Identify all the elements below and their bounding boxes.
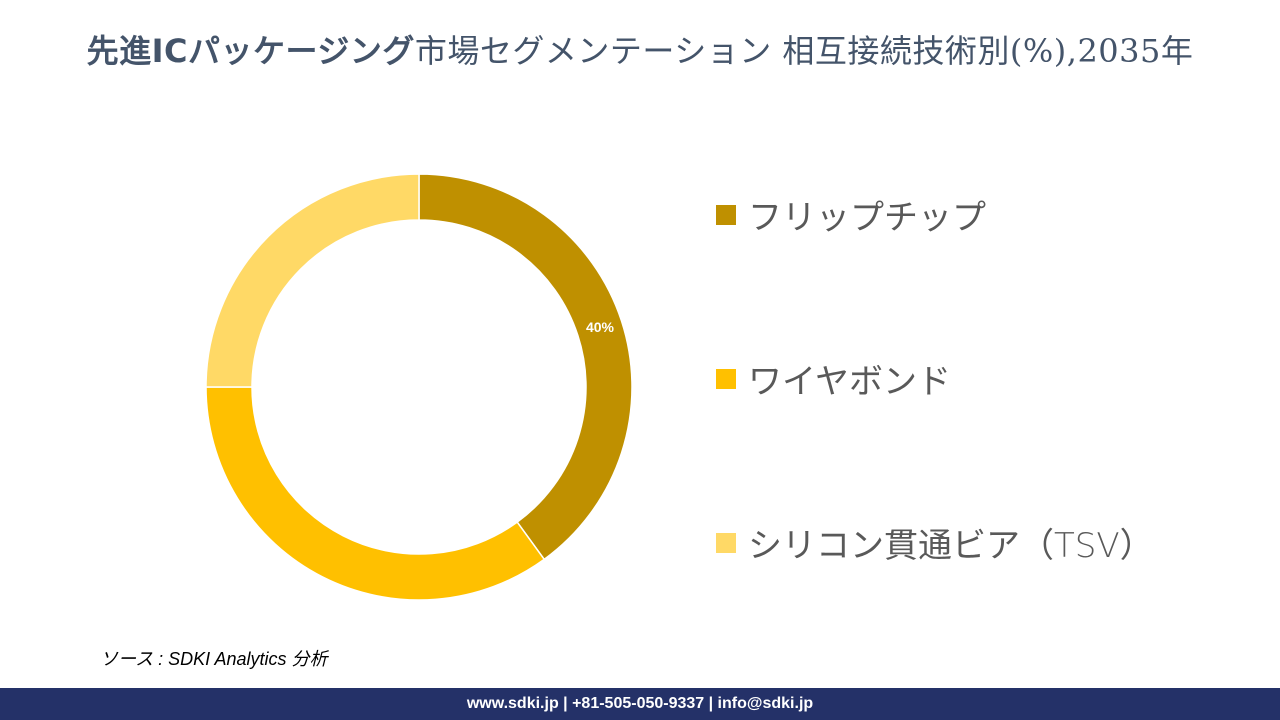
legend-item-tsv: シリコン貫通ビア（TSV） — [716, 518, 1154, 567]
legend-item-wire-bond: ワイヤボンド — [716, 354, 951, 403]
donut-segment-wire-bond — [205, 386, 546, 601]
legend-swatch-tsv — [716, 532, 736, 553]
legend-label: シリコン貫通ビア（TSV） — [748, 526, 1154, 566]
chart-title-rest: 市場セグメンテーション 相互接続技術別(%),2035年 — [414, 32, 1194, 70]
legend-label: ワイヤボンド — [748, 362, 951, 402]
legend-item-flip-chip: フリップチップ — [716, 190, 986, 239]
data-label-flip-chip: 40% — [585, 319, 615, 335]
legend-swatch-wire-bond — [716, 368, 736, 389]
donut-chart — [190, 160, 650, 620]
donut-segment-flip-chip — [418, 173, 633, 561]
donut-segment-tsv — [205, 173, 420, 388]
source-note: ソース : SDKI Analytics 分析 — [100, 649, 328, 669]
donut-svg — [205, 173, 633, 601]
chart-title-bold: 先進ICパッケージング — [86, 32, 415, 70]
footer-bar: www.sdki.jp | +81-505-050-9337 | info@sd… — [0, 688, 1280, 720]
legend-label: フリップチップ — [748, 198, 986, 238]
legend-swatch-flip-chip — [716, 204, 736, 225]
chart-title: 先進ICパッケージング市場セグメンテーション 相互接続技術別(%),2035年 — [20, 28, 1260, 74]
